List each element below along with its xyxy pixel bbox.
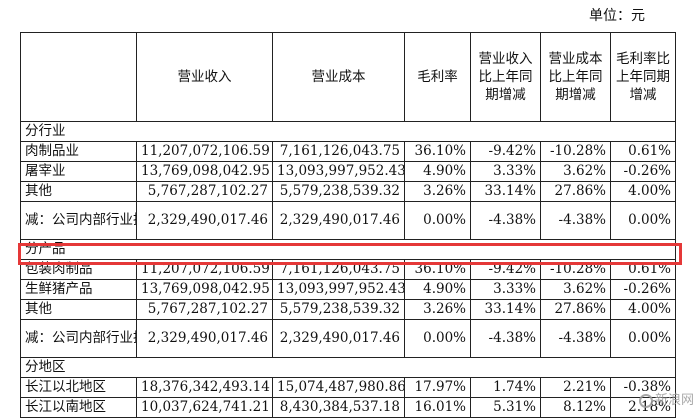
- row-name: 肉制品业: [20, 141, 137, 162]
- margin-yoy-cell: 0.61%: [610, 259, 676, 280]
- row-name: 减：公司内部行业抵减: [20, 319, 137, 358]
- header-revenue-yoy: 营业收入比上年同期增减: [470, 32, 541, 122]
- weibo-logo-icon: [638, 393, 653, 408]
- revenue-cell: 10,037,624,741.21: [136, 397, 273, 418]
- margin-cell: 17.97%: [404, 377, 471, 398]
- row-name: 其他: [20, 299, 137, 320]
- row-name: 长江以南地区: [20, 397, 137, 418]
- revenue-yoy-cell: -4.38%: [470, 201, 541, 240]
- group-label-region: 分地区: [20, 357, 676, 378]
- cost-cell: 7,161,126,043.75: [272, 141, 405, 162]
- cost-cell: 8,430,384,537.18: [272, 397, 405, 418]
- revenue-yoy-cell: -9.42%: [470, 141, 541, 162]
- margin-cell: 0.00%: [404, 319, 471, 358]
- revenue-yoy-cell: 3.33%: [470, 161, 541, 182]
- margin-yoy-cell: -0.26%: [610, 279, 676, 300]
- cost-yoy-cell: 3.62%: [540, 161, 611, 182]
- table-row-highlighted: 包装肉制品 11,207,072,106.59 7,161,126,043.75…: [20, 259, 676, 280]
- row-name: 减：公司内部行业抵减: [20, 201, 137, 240]
- cost-yoy-cell: 27.86%: [540, 181, 611, 202]
- cost-yoy-cell: -4.38%: [540, 201, 611, 240]
- margin-cell: 16.01%: [404, 397, 471, 418]
- cost-cell: 5,579,238,539.32: [272, 181, 405, 202]
- cost-cell: 13,093,997,952.43: [272, 279, 405, 300]
- margin-cell: 36.10%: [404, 141, 471, 162]
- cost-yoy-cell: -10.28%: [540, 141, 611, 162]
- table-row: 肉制品业 11,207,072,106.59 7,161,126,043.75 …: [20, 141, 676, 162]
- unit-label: 单位：元: [589, 8, 645, 24]
- cost-yoy-cell: 3.62%: [540, 279, 611, 300]
- margin-yoy-cell: 0.61%: [610, 141, 676, 162]
- table-row: 屠宰业 13,769,098,042.95 13,093,997,952.43 …: [20, 161, 676, 182]
- cost-yoy-cell: -4.38%: [540, 319, 611, 358]
- margin-yoy-cell: 4.00%: [610, 181, 676, 202]
- revenue-yoy-cell: -9.42%: [470, 259, 541, 280]
- group-row-industry: 分行业: [20, 121, 676, 142]
- header-margin-yoy: 毛利率比上年同期增减: [610, 32, 676, 122]
- cost-yoy-cell: 8.12%: [540, 397, 611, 418]
- margin-cell: 3.26%: [404, 299, 471, 320]
- cost-cell: 13,093,997,952.43: [272, 161, 405, 182]
- margin-cell: 0.00%: [404, 201, 471, 240]
- row-name: 长江以北地区: [20, 377, 137, 398]
- revenue-yoy-cell: -4.38%: [470, 319, 541, 358]
- table-row: 生鲜猪产品 13,769,098,042.95 13,093,997,952.4…: [20, 279, 676, 300]
- financial-table: 营业收入 营业成本 毛利率 营业收入比上年同期增减 营业成本比上年同期增减 毛利…: [20, 32, 676, 418]
- margin-cell: 4.90%: [404, 279, 471, 300]
- cost-yoy-cell: 2.21%: [540, 377, 611, 398]
- watermark: 新浪网: [638, 389, 694, 408]
- revenue-cell: 13,769,098,042.95: [136, 279, 273, 300]
- header-cost: 营业成本: [272, 32, 405, 122]
- group-row-region: 分地区: [20, 357, 676, 378]
- revenue-yoy-cell: 3.33%: [470, 279, 541, 300]
- group-label-industry: 分行业: [20, 121, 676, 142]
- revenue-cell: 5,767,287,102.27: [136, 299, 273, 320]
- cost-cell: 2,329,490,017.46: [272, 319, 405, 358]
- row-name: 其他: [20, 181, 137, 202]
- margin-yoy-cell: -0.26%: [610, 161, 676, 182]
- header-margin: 毛利率: [404, 32, 471, 122]
- header-blank: [20, 32, 137, 122]
- table-row: 其他 5,767,287,102.27 5,579,238,539.32 3.2…: [20, 181, 676, 202]
- cost-cell: 15,074,487,980.86: [272, 377, 405, 398]
- cost-cell: 2,329,490,017.46: [272, 201, 405, 240]
- revenue-yoy-cell: 5.31%: [470, 397, 541, 418]
- revenue-cell: 5,767,287,102.27: [136, 181, 273, 202]
- margin-yoy-cell: 4.00%: [610, 299, 676, 320]
- group-label-product: 分产品: [20, 239, 676, 260]
- revenue-cell: 13,769,098,042.95: [136, 161, 273, 182]
- revenue-yoy-cell: 33.14%: [470, 181, 541, 202]
- group-row-product: 分产品: [20, 239, 676, 260]
- cost-cell: 5,579,238,539.32: [272, 299, 405, 320]
- watermark-text: 新浪网: [654, 393, 694, 408]
- cost-yoy-cell: -10.28%: [540, 259, 611, 280]
- table-row: 长江以北地区 18,376,342,493.14 15,074,487,980.…: [20, 377, 676, 398]
- table-row: 减：公司内部行业抵减 2,329,490,017.46 2,329,490,01…: [20, 319, 676, 358]
- table-row: 减：公司内部行业抵减 2,329,490,017.46 2,329,490,01…: [20, 201, 676, 240]
- margin-yoy-cell: 0.00%: [610, 201, 676, 240]
- row-name: 屠宰业: [20, 161, 137, 182]
- header-revenue: 营业收入: [136, 32, 273, 122]
- revenue-cell: 11,207,072,106.59: [136, 141, 273, 162]
- cost-yoy-cell: 27.86%: [540, 299, 611, 320]
- header-row: 营业收入 营业成本 毛利率 营业收入比上年同期增减 营业成本比上年同期增减 毛利…: [20, 32, 676, 122]
- table-row: 其他 5,767,287,102.27 5,579,238,539.32 3.2…: [20, 299, 676, 320]
- revenue-cell: 2,329,490,017.46: [136, 319, 273, 358]
- revenue-yoy-cell: 1.74%: [470, 377, 541, 398]
- revenue-cell: 11,207,072,106.59: [136, 259, 273, 280]
- table-row: 长江以南地区 10,037,624,741.21 8,430,384,537.1…: [20, 397, 676, 418]
- header-cost-yoy: 营业成本比上年同期增减: [540, 32, 611, 122]
- margin-cell: 4.90%: [404, 161, 471, 182]
- revenue-cell: 2,329,490,017.46: [136, 201, 273, 240]
- revenue-cell: 18,376,342,493.14: [136, 377, 273, 398]
- margin-cell: 3.26%: [404, 181, 471, 202]
- row-name: 生鲜猪产品: [20, 279, 137, 300]
- cost-cell: 7,161,126,043.75: [272, 259, 405, 280]
- revenue-yoy-cell: 33.14%: [470, 299, 541, 320]
- margin-cell: 36.10%: [404, 259, 471, 280]
- margin-yoy-cell: 0.00%: [610, 319, 676, 358]
- row-name: 包装肉制品: [20, 259, 137, 280]
